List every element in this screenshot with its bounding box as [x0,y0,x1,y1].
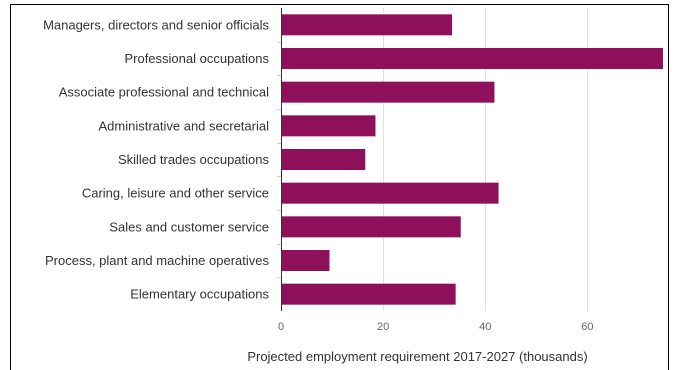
category-label: Sales and customer service [109,219,269,234]
category-label: Administrative and secretarial [98,118,269,133]
x-tick-label: 0 [278,321,284,333]
category-label: Professional occupations [124,51,269,66]
bar [281,216,461,238]
category-labels: Managers, directors and senior officials… [43,17,281,302]
x-tick-label: 20 [377,321,389,333]
bar [281,149,366,170]
x-tick-labels: 0 20 40 60 [278,321,594,333]
x-axis-title: Projected employment requirement 2017-20… [247,349,587,364]
category-label: Caring, leisure and other service [82,186,269,201]
bar [281,81,495,103]
category-label: Associate professional and technical [59,85,269,100]
bar [281,14,453,36]
bar [281,250,330,271]
bars [281,14,663,305]
category-label: Skilled trades occupations [118,152,270,167]
bar [281,182,499,204]
x-tick-label: 60 [581,321,593,333]
bar [281,283,456,305]
bar [281,48,663,69]
chart-frame [10,4,669,370]
category-label: Managers, directors and senior officials [43,17,269,32]
category-label: Process, plant and machine operatives [45,253,270,268]
category-label: Elementary occupations [130,287,269,302]
bar [281,115,376,137]
x-tick-label: 40 [479,321,491,333]
